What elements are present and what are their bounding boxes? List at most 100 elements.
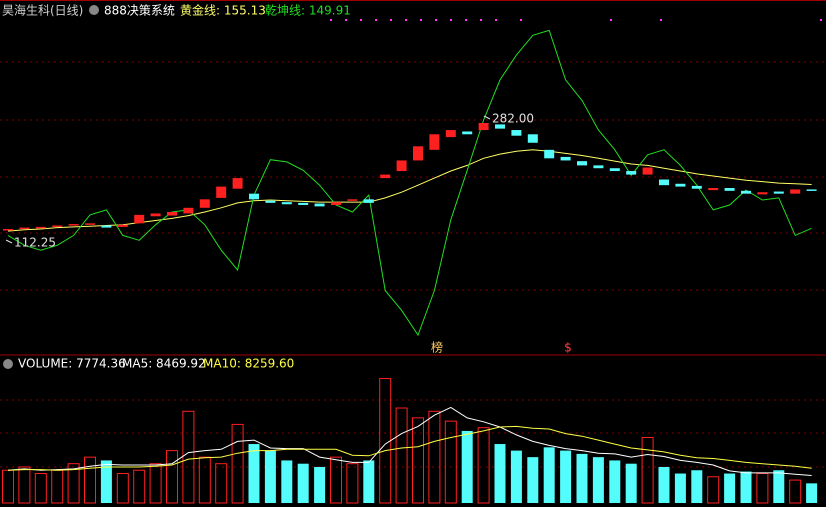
- candle-body: [462, 131, 473, 135]
- volume-bar: [625, 463, 637, 503]
- volume-bar: [67, 463, 80, 504]
- volume-bar: [724, 473, 736, 503]
- candle-body: [101, 225, 112, 228]
- candle-body: [413, 146, 423, 161]
- volume-bar: [707, 476, 720, 504]
- candle-body: [773, 191, 784, 194]
- volume-bar: [346, 463, 359, 504]
- volume-bar: [412, 417, 424, 504]
- signal-dot: [375, 19, 377, 21]
- menu-icon[interactable]: [89, 5, 99, 15]
- annotation: 榜: [431, 340, 443, 355]
- volume-bar: [281, 460, 293, 503]
- volume-bar: [363, 460, 375, 503]
- candle-body: [216, 186, 227, 198]
- signal-dot: [520, 19, 522, 21]
- candle-body: [150, 213, 161, 217]
- candle-body: [331, 202, 341, 205]
- volume-bar: [215, 463, 228, 504]
- candle-body: [691, 185, 702, 189]
- signal-dot: [495, 19, 497, 21]
- volume-bar: [428, 410, 441, 504]
- menu-icon[interactable]: [3, 359, 13, 369]
- volume-ma-line: [7, 425, 812, 471]
- volume-bar: [691, 470, 703, 503]
- candle-body: [298, 202, 309, 205]
- candle-body: [609, 168, 620, 172]
- candle-body: [511, 130, 522, 136]
- volume-bar: [510, 450, 522, 503]
- signal-dot: [420, 19, 422, 21]
- volume-bar: [182, 410, 195, 504]
- signal-dots: [330, 19, 822, 21]
- volume-bar: [34, 473, 47, 504]
- candle-body: [642, 167, 653, 175]
- volume-bar: [560, 450, 572, 503]
- volume-bar: [314, 466, 326, 503]
- candle-body: [495, 124, 505, 129]
- candle-body: [544, 149, 555, 159]
- candle-body: [560, 156, 571, 161]
- candle-body: [314, 203, 325, 207]
- candle-body: [675, 183, 686, 187]
- candle-body: [724, 188, 735, 191]
- candle-body: [593, 165, 604, 169]
- legend-entry: MA5: 8469.92: [122, 357, 206, 371]
- volume-bar: [740, 471, 752, 503]
- chart-title: 昊海生科(日线): [2, 3, 83, 18]
- candle-body: [281, 202, 292, 205]
- volume-bar: [100, 460, 112, 503]
- annotation-arrow: [483, 115, 491, 120]
- candle-body: [757, 192, 768, 195]
- candle-body: [659, 179, 669, 186]
- volume-bar: [543, 447, 555, 503]
- annotation-arrow: [5, 239, 13, 244]
- signal-dot: [660, 19, 662, 21]
- signal-dot: [820, 19, 822, 21]
- candle-body: [790, 189, 801, 194]
- volume-bar: [527, 457, 539, 503]
- candle-body: [68, 224, 79, 226]
- signal-dot: [330, 19, 332, 21]
- candle-body: [167, 212, 177, 216]
- legend-entry: 黄金线: 155.13: [180, 3, 266, 18]
- indicator-name: 888决策系统: [104, 4, 175, 18]
- signal-dot: [345, 19, 347, 21]
- candle-body: [134, 214, 145, 224]
- volume-ma-line: [7, 406, 812, 476]
- volume-bar: [641, 437, 654, 504]
- legend-entry: VOLUME: 7774.36: [18, 357, 126, 371]
- candle-body: [117, 224, 128, 227]
- volume-bar: [18, 466, 31, 504]
- signal-dot: [405, 19, 407, 21]
- annotation: 112.25: [14, 236, 56, 250]
- candle-body: [380, 174, 391, 179]
- candle-body: [806, 189, 817, 191]
- volume-bar: [674, 473, 686, 503]
- volume-bar: [248, 444, 260, 503]
- signal-dot: [480, 19, 482, 21]
- annotation: 282.00: [492, 112, 534, 126]
- volume-bar: [198, 456, 211, 504]
- candle-body: [363, 199, 374, 203]
- volume-bar: [330, 456, 342, 504]
- volume-bar: [658, 466, 670, 503]
- candle-body: [85, 223, 95, 225]
- candle-body: [741, 190, 751, 194]
- candle-body: [445, 130, 456, 138]
- volume-bar: [231, 423, 244, 504]
- volume-bar: [494, 444, 506, 503]
- candle-body: [3, 229, 13, 231]
- volume-bar: [592, 457, 604, 503]
- volume-bar: [133, 469, 146, 504]
- volume-bar: [576, 453, 588, 503]
- signal-dot: [465, 19, 467, 21]
- candle-body: [52, 225, 63, 227]
- candle-body: [199, 199, 210, 208]
- candle-body: [527, 134, 538, 143]
- volume-bar: [756, 473, 769, 504]
- volume-bar: [806, 483, 818, 503]
- volume-bar: [84, 456, 96, 504]
- candle-body: [19, 227, 30, 230]
